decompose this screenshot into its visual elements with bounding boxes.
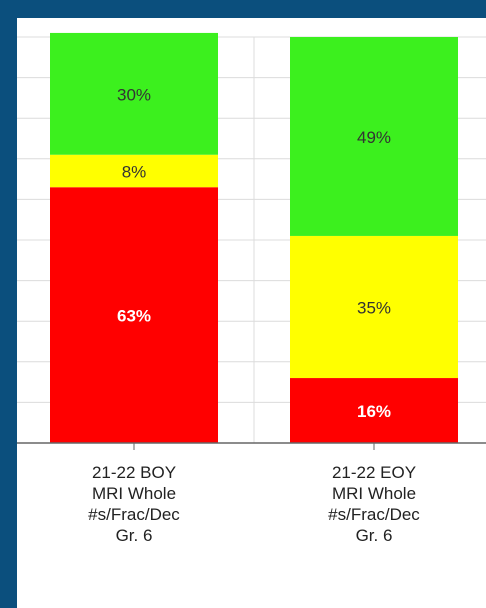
- x-tick-label: 21-22 BOY MRI Whole #s/Frac/Dec Gr. 6: [88, 463, 180, 545]
- data-label: 35%: [357, 298, 391, 317]
- data-label: 63%: [117, 307, 151, 326]
- bar-segment: [290, 37, 458, 236]
- x-tick-label: 21-22 EOY MRI Whole #s/Frac/Dec Gr. 6: [328, 463, 420, 545]
- bar-segment: [50, 187, 218, 443]
- bar-segment: [290, 235, 458, 379]
- bar-segment: [50, 32, 218, 155]
- bar-segment: [50, 154, 218, 188]
- data-label: 49%: [357, 128, 391, 147]
- data-label: 30%: [117, 85, 151, 104]
- data-label: 8%: [122, 162, 147, 181]
- data-label: 16%: [357, 402, 391, 421]
- bar-segment: [290, 378, 458, 443]
